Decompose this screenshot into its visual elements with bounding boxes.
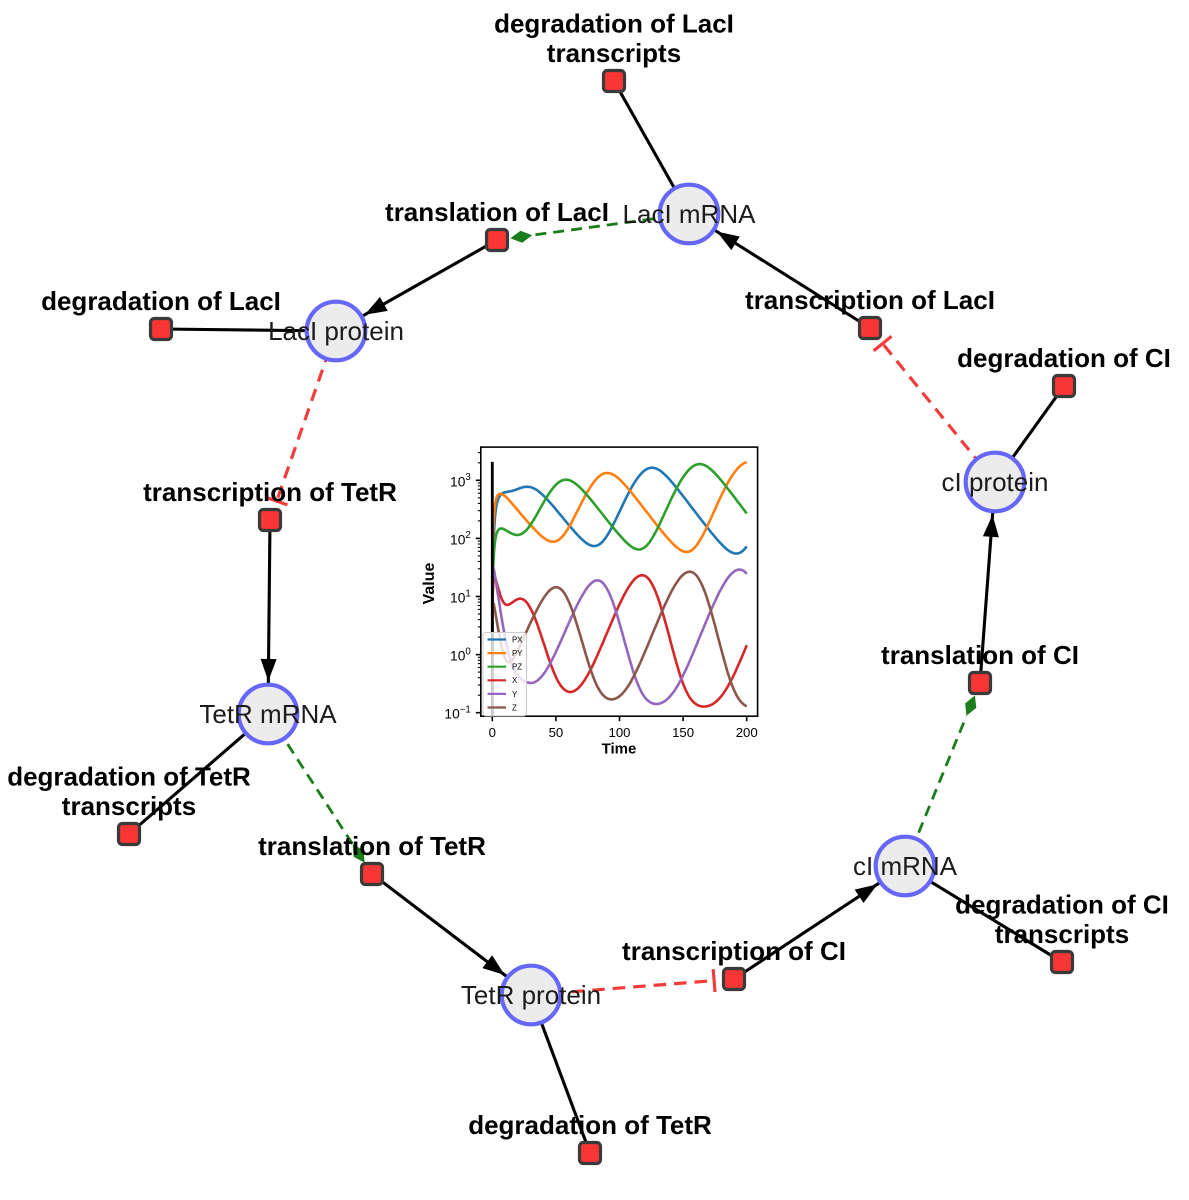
- svg-text:TetR mRNA: TetR mRNA: [199, 699, 337, 729]
- svg-text:150: 150: [672, 725, 694, 740]
- svg-text:degradation of CI: degradation of CI: [955, 890, 1169, 920]
- svg-text:TetR protein: TetR protein: [461, 980, 601, 1010]
- svg-text:cI mRNA: cI mRNA: [853, 851, 958, 881]
- svg-text:degradation of LacI: degradation of LacI: [494, 9, 734, 39]
- svg-text:cI protein: cI protein: [942, 467, 1049, 497]
- svg-text:degradation of CI: degradation of CI: [957, 343, 1171, 373]
- svg-text:0: 0: [489, 725, 496, 740]
- svg-text:PX: PX: [512, 635, 523, 644]
- svg-text:Z: Z: [512, 703, 517, 712]
- svg-text:Value: Value: [421, 563, 438, 605]
- svg-text:translation of CI: translation of CI: [881, 640, 1079, 670]
- svg-text:translation of TetR: translation of TetR: [258, 831, 486, 861]
- svg-text:transcription of LacI: transcription of LacI: [745, 285, 995, 315]
- svg-text:PZ: PZ: [512, 663, 522, 672]
- svg-text:degradation of TetR: degradation of TetR: [468, 1110, 712, 1140]
- svg-text:100: 100: [608, 725, 630, 740]
- svg-text:transcripts: transcripts: [995, 919, 1129, 949]
- svg-text:PY: PY: [512, 649, 523, 658]
- svg-text:transcription of CI: transcription of CI: [622, 936, 846, 966]
- svg-text:Y: Y: [512, 690, 518, 699]
- svg-text:LacI mRNA: LacI mRNA: [623, 199, 757, 229]
- svg-text:degradation of LacI: degradation of LacI: [41, 286, 281, 316]
- svg-text:200: 200: [736, 725, 758, 740]
- svg-text:translation of LacI: translation of LacI: [385, 197, 609, 227]
- svg-text:transcripts: transcripts: [547, 38, 681, 68]
- svg-text:transcription of TetR: transcription of TetR: [143, 477, 397, 507]
- svg-text:X: X: [512, 676, 518, 685]
- svg-text:LacI protein: LacI protein: [268, 316, 404, 346]
- svg-text:transcripts: transcripts: [62, 791, 196, 821]
- svg-text:degradation of TetR: degradation of TetR: [7, 762, 251, 792]
- svg-text:Time: Time: [602, 740, 637, 757]
- svg-text:50: 50: [549, 725, 564, 740]
